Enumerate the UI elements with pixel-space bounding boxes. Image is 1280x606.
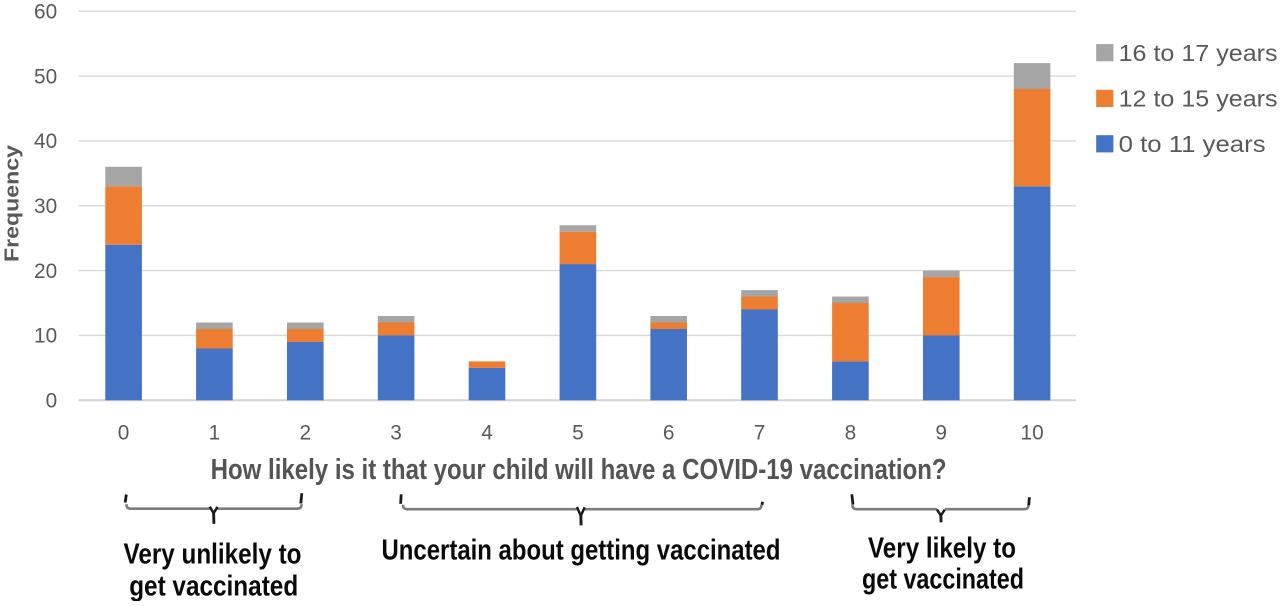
svg-text:16 to 17 years: 16 to 17 years <box>1119 40 1278 66</box>
svg-text:Uncertain about getting vaccin: Uncertain about getting vaccinated <box>382 534 781 566</box>
svg-text:50: 50 <box>34 65 57 88</box>
svg-text:6: 6 <box>663 422 675 445</box>
svg-text:2: 2 <box>300 422 312 445</box>
svg-text:40: 40 <box>34 130 57 153</box>
svg-text:12 to 15 years: 12 to 15 years <box>1119 86 1278 112</box>
svg-text:3: 3 <box>390 422 402 445</box>
svg-text:10: 10 <box>34 325 57 348</box>
svg-text:0 to 11 years: 0 to 11 years <box>1119 131 1266 157</box>
svg-text:60: 60 <box>34 0 57 23</box>
svg-text:9: 9 <box>935 422 947 445</box>
svg-text:Very unlikely to: Very unlikely to <box>124 539 302 571</box>
svg-text:4: 4 <box>481 422 493 445</box>
svg-text:How likely is it that your chi: How likely is it that your child will ha… <box>211 454 947 486</box>
svg-text:0: 0 <box>118 422 130 445</box>
svg-text:30: 30 <box>34 195 57 218</box>
svg-text:get vaccinated: get vaccinated <box>862 564 1024 596</box>
svg-text:10: 10 <box>1021 422 1044 445</box>
svg-text:0: 0 <box>46 390 58 413</box>
svg-text:get vaccinated: get vaccinated <box>129 571 298 601</box>
svg-text:5: 5 <box>572 422 584 445</box>
svg-text:8: 8 <box>845 422 857 445</box>
svg-text:Frequency: Frequency <box>2 144 24 262</box>
svg-text:7: 7 <box>754 422 766 445</box>
svg-text:Very likely to: Very likely to <box>868 533 1016 565</box>
svg-text:20: 20 <box>34 260 57 283</box>
svg-text:1: 1 <box>209 422 221 445</box>
